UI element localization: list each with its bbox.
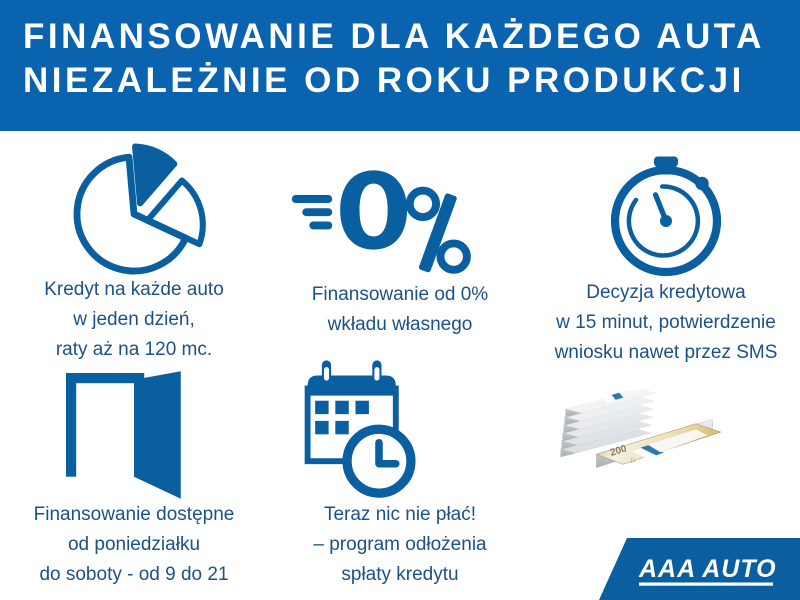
svg-text:AAA AUTO: AAA AUTO bbox=[638, 555, 777, 583]
